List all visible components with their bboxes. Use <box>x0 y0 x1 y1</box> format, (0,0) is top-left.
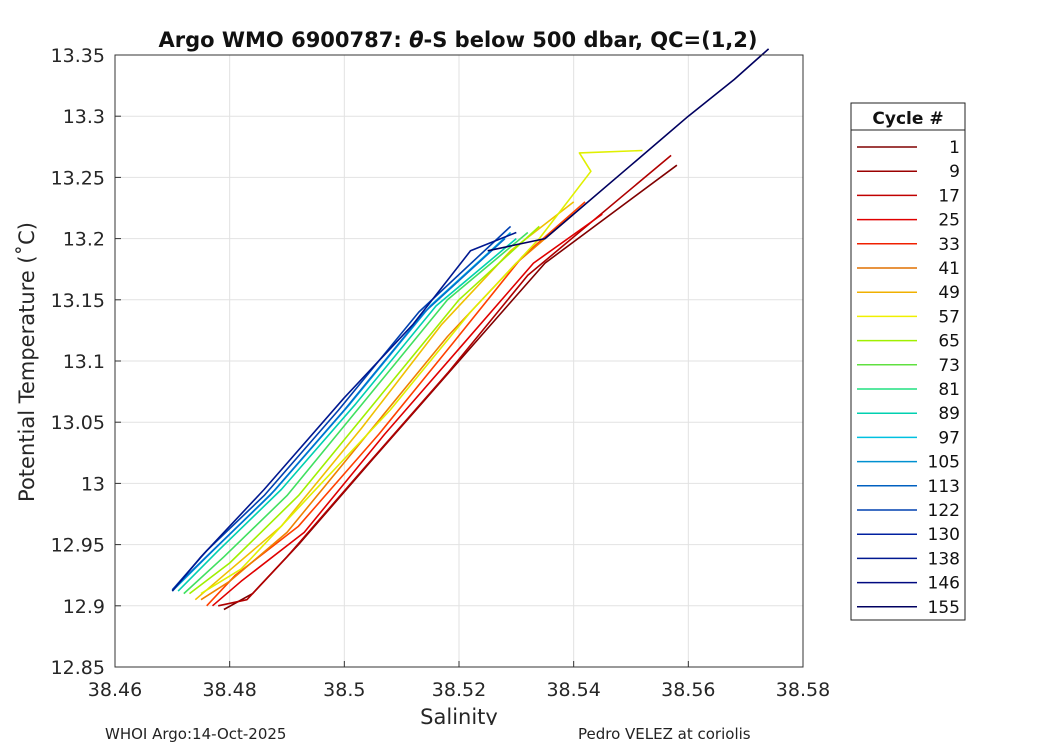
x-axis-ticks: 38.46 38.48 38.5 38.52 38.54 38.56 38.58 <box>88 661 830 701</box>
x-tick-label: 38.46 <box>88 679 142 701</box>
series-line-warm <box>218 154 672 607</box>
legend-label: 25 <box>938 211 960 231</box>
legend-label: 130 <box>928 525 960 545</box>
legend: Cycle # 1 9 17 25 33 41 49 57 65 73 81 89 97 105 113 12… <box>850 102 966 621</box>
legend-label: 97 <box>938 428 960 448</box>
y-tick-label: 12.85 <box>51 657 105 679</box>
y-tick-label: 12.9 <box>63 596 105 618</box>
legend-label: 113 <box>928 477 960 497</box>
legend-label: 155 <box>928 598 960 618</box>
x-tick-label: 38.48 <box>202 679 256 701</box>
x-tick-label: 38.56 <box>661 679 715 701</box>
legend-label: 146 <box>928 574 960 594</box>
series-line-cool <box>171 238 506 591</box>
legend-label: 65 <box>938 332 960 352</box>
series-group <box>171 48 770 611</box>
series-line-mid <box>200 149 643 595</box>
y-axis-ticks: 12.85 12.9 12.95 13 13.05 13.1 13.15 13.2 13.25 1… <box>51 45 121 679</box>
y-tick-label: 13 <box>81 473 105 495</box>
x-tick-label: 38.52 <box>432 679 486 701</box>
x-tick-label: 38.5 <box>323 679 365 701</box>
legend-label: 89 <box>938 404 960 424</box>
legend-label: 41 <box>938 259 960 279</box>
legend-label: 73 <box>938 356 960 376</box>
y-tick-label: 13.3 <box>63 106 105 128</box>
x-axis-label: Salinity <box>420 705 498 725</box>
x-tick-label: 38.54 <box>546 679 600 701</box>
y-tick-label: 13.15 <box>51 290 105 312</box>
legend-label: 1 <box>949 138 960 158</box>
series-line-mid <box>183 231 529 595</box>
y-tick-label: 13.1 <box>63 351 105 373</box>
legend-label: 57 <box>938 307 960 327</box>
series-line-warm <box>194 201 575 601</box>
y-tick-label: 13.2 <box>63 229 105 251</box>
legend-label: 122 <box>928 501 960 521</box>
y-tick-label: 12.95 <box>51 535 105 557</box>
chart: Argo WMO 6900787: θ-S below 500 dbar, QC… <box>15 28 966 725</box>
y-axis-label: Potential Temperature (˚C) <box>15 222 39 502</box>
legend-label: 17 <box>938 186 960 206</box>
legend-label: 138 <box>928 549 960 569</box>
series-line-cool <box>171 231 517 592</box>
chart-title: Argo WMO 6900787: θ-S below 500 dbar, QC… <box>158 28 757 52</box>
legend-label: 81 <box>938 380 960 400</box>
y-tick-label: 13.25 <box>51 167 105 189</box>
series-line-cold <box>487 48 770 252</box>
y-tick-label: 13.35 <box>51 45 105 67</box>
footer-right: Pedro VELEZ at coriolis <box>578 725 751 743</box>
series-line-mid <box>189 225 540 595</box>
series-line-cool <box>177 237 517 592</box>
series-line-warm <box>211 213 603 607</box>
legend-items: 1 9 17 25 33 41 49 57 65 73 81 89 97 105 113 122 130 138 1… <box>857 138 960 618</box>
legend-label: 49 <box>938 283 960 303</box>
legend-label: 105 <box>928 453 960 473</box>
legend-title: Cycle # <box>872 109 943 129</box>
legend-label: 9 <box>949 162 960 182</box>
footer-left: WHOI Argo:14-Oct-2025 <box>105 725 287 743</box>
y-tick-label: 13.05 <box>51 412 105 434</box>
legend-label: 33 <box>938 235 960 255</box>
x-tick-label: 38.58 <box>776 679 830 701</box>
